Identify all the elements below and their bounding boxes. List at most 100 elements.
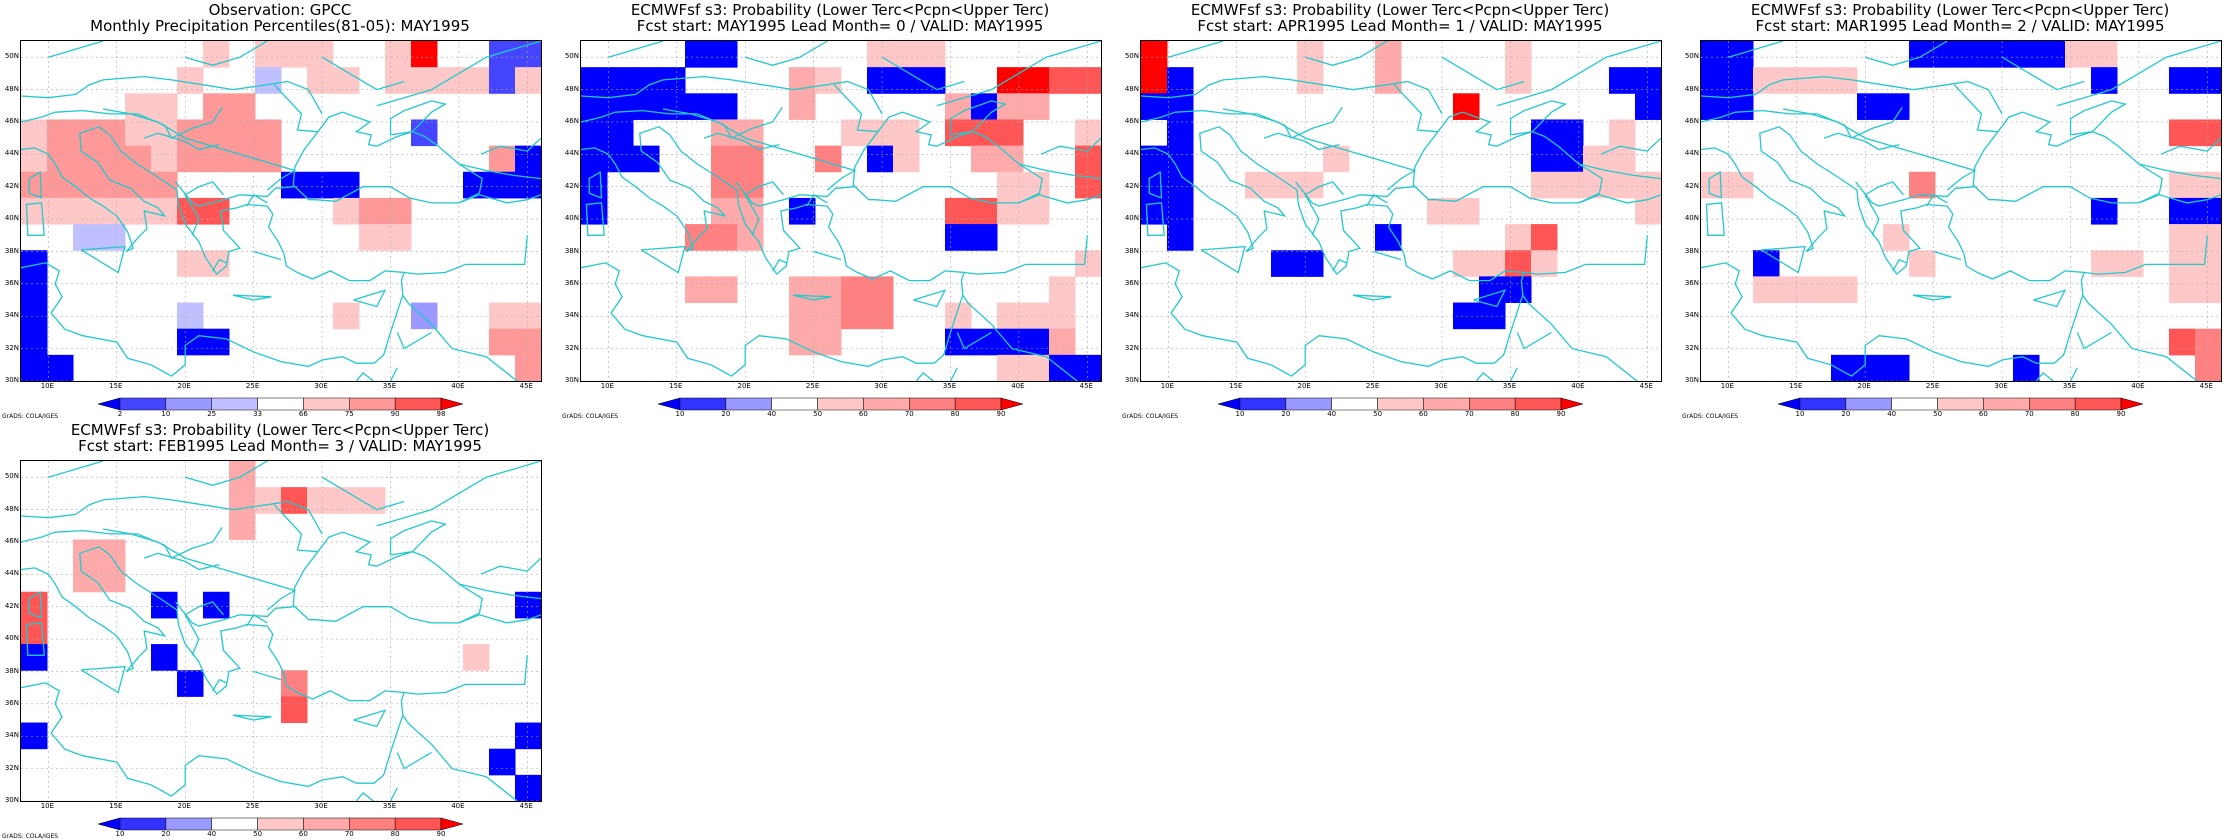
coastline [389, 520, 447, 556]
heatmap-cell [151, 644, 178, 671]
coastline [772, 258, 787, 272]
heatmap-cell [1453, 197, 1480, 225]
lon-tick-label: 30E [874, 382, 888, 390]
colorbar-segment [954, 397, 1002, 411]
heatmap-cell [2013, 354, 2040, 381]
heatmap-cell [255, 145, 282, 173]
heatmap-cell [1805, 276, 1832, 304]
heatmap-cell [489, 328, 516, 356]
heatmap-cell [177, 67, 204, 94]
heatmap-cell [1075, 250, 1101, 277]
heatmap-cell [711, 93, 738, 120]
lon-tick-label: 45E [519, 382, 533, 390]
lon-tick-label: 40E [1011, 382, 1025, 390]
heatmap-cell [385, 224, 412, 251]
coastline [2084, 235, 2208, 275]
coastline [744, 181, 784, 236]
heatmap-cell [1049, 276, 1076, 304]
lon-tick-label: 25E [245, 382, 260, 390]
heatmap-cell [411, 67, 438, 94]
heatmap-cell [411, 302, 438, 330]
heatmap-cell [997, 145, 1024, 173]
heatmap-svg [581, 41, 1101, 381]
heatmap-cell [1635, 197, 1661, 225]
heatmap-cell [281, 487, 308, 514]
colorbar-tick-label: 80 [950, 410, 960, 418]
coastline [1823, 132, 1900, 151]
colorbar-tick-label: 20 [161, 830, 171, 838]
lon-tick-label: 35E [2062, 382, 2077, 390]
heatmap-cell [607, 119, 634, 147]
coastline [915, 367, 958, 381]
heatmap-cell [151, 93, 178, 120]
chart-title: Observation: GPCC [208, 1, 352, 19]
heatmap-cell [1297, 41, 1324, 68]
coastline [2082, 294, 2199, 381]
lat-tick-label: 46N [4, 117, 19, 125]
coastline [2056, 41, 2221, 107]
colorbar-segment [1799, 397, 1847, 411]
coastline [1933, 250, 1962, 261]
colorbar-segment [909, 397, 956, 411]
coastline [246, 193, 268, 207]
coastline [21, 527, 223, 559]
coastline [2033, 289, 2067, 308]
lat-tick-label: 48N [4, 504, 19, 513]
colorbar-segment [119, 817, 167, 831]
lon-tick-label: 10E [1160, 382, 1175, 390]
colorbar-tick-label: 90 [436, 830, 446, 838]
heatmap-cell [2195, 276, 2221, 304]
lat-tick-label: 48N [1124, 84, 1139, 93]
coastline [608, 41, 664, 58]
heatmap-cell [1297, 171, 1324, 199]
heatmap-cell [151, 197, 178, 225]
colorbar [658, 397, 1023, 411]
lat-tick-label: 32N [4, 343, 19, 352]
coastline [1412, 111, 1603, 204]
heatmap-cell [685, 41, 712, 68]
lon-tick-label: 30E [1434, 382, 1448, 390]
coastline [1145, 202, 1165, 236]
heatmap-cell [1141, 67, 1168, 94]
lat-tick-label: 42N [4, 181, 19, 190]
heatmap-cell [2091, 67, 2118, 94]
heatmap-cell [1753, 276, 1780, 304]
heatmap-cell [841, 302, 868, 330]
lat-tick-label: 50N [1124, 52, 1139, 61]
colorbar-tick-label: 70 [1464, 410, 1474, 418]
map-panel-ecmwf-lead-0: ECMWFsf s3: Probability (Lower Terc<Pcpn… [560, 0, 1120, 420]
heatmap-cell [1023, 302, 1050, 330]
heatmap-cell [997, 328, 1024, 356]
heatmap-cell [2169, 250, 2196, 277]
map-plot-area [1700, 40, 2222, 382]
heatmap-cell [1531, 224, 1558, 251]
coastline [143, 132, 220, 151]
coastline [355, 367, 398, 381]
heatmap-cell [945, 302, 972, 330]
heatmap-cell [125, 171, 152, 199]
coastline [185, 41, 268, 66]
heatmap-cell [47, 119, 74, 147]
heatmap-cell [21, 276, 48, 304]
colorbar-tick-label: 40 [1887, 410, 1897, 418]
coastline [1701, 75, 2003, 115]
coastline [806, 193, 828, 207]
coastline [1168, 41, 1224, 58]
colorbar-tick-label: 40 [767, 410, 777, 418]
heatmap-cell [229, 461, 256, 488]
heatmap-cell [1505, 276, 1532, 304]
colorbar-tick-label: 90 [1556, 410, 1566, 418]
heatmap-cell [385, 41, 412, 68]
lat-tick-label: 34N [1124, 311, 1139, 320]
colorbar-tick-label: 80 [2070, 410, 2080, 418]
lon-tick-label: 35E [382, 802, 397, 810]
coastline [21, 262, 254, 377]
colorbar-segment [165, 817, 212, 831]
colorbar-segment [1000, 397, 1023, 411]
coastline [253, 250, 282, 261]
colorbar-tick-label: 60 [858, 410, 868, 418]
heatmap-cell [789, 197, 816, 225]
coastline [2138, 163, 2221, 180]
coastline [703, 132, 780, 151]
colorbar-segment [725, 397, 772, 411]
